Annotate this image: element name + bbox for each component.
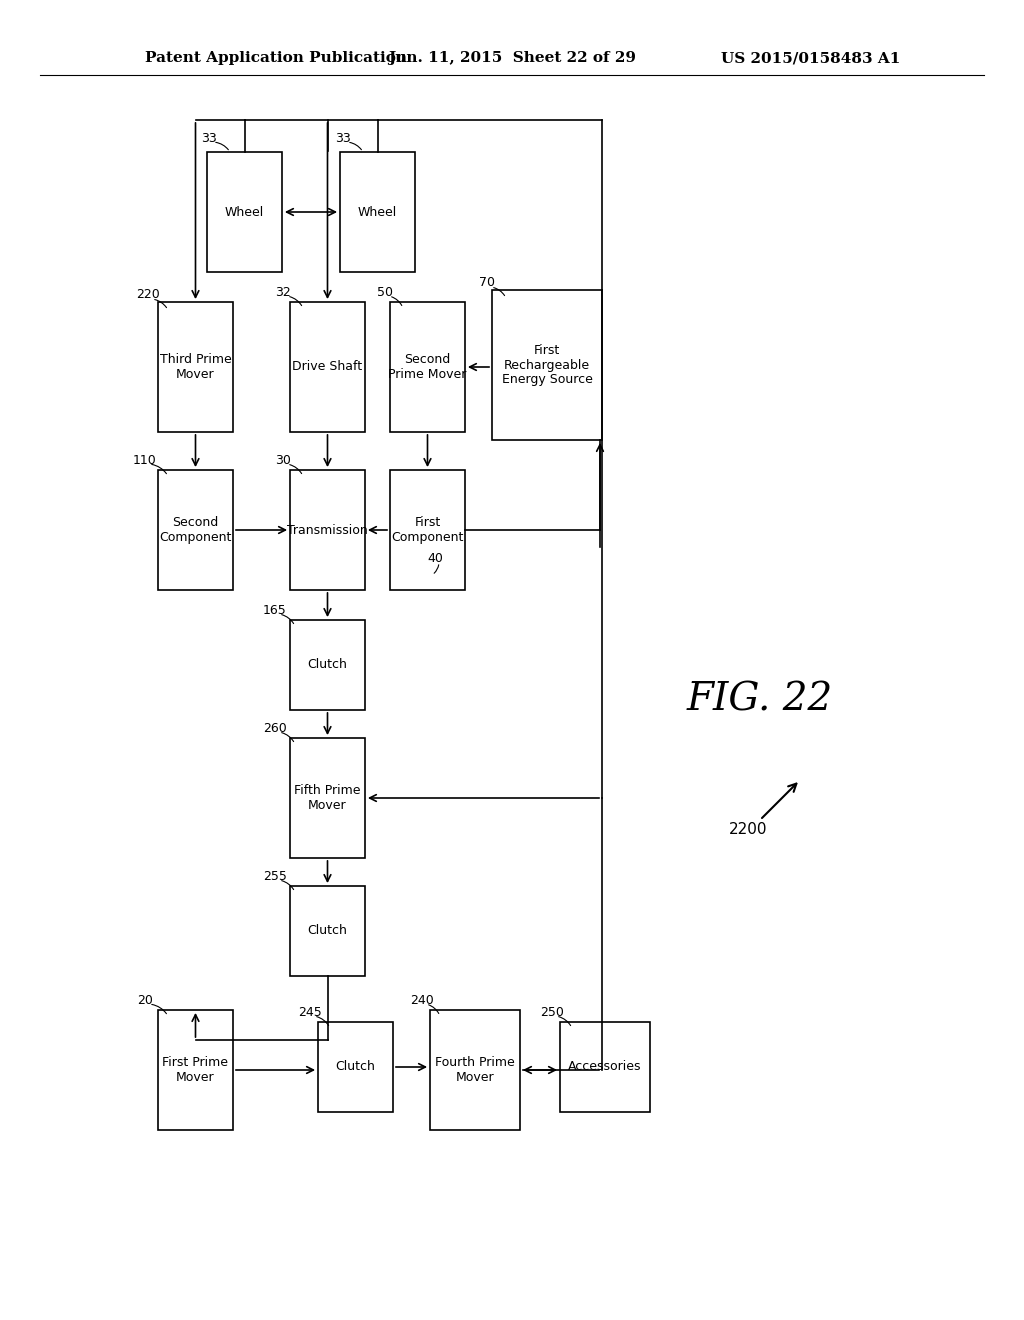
Text: First
Rechargeable
Energy Source: First Rechargeable Energy Source (502, 343, 593, 387)
Text: 240: 240 (411, 994, 434, 1006)
Bar (318, 1022, 393, 1111)
Bar (158, 302, 233, 432)
Text: 260: 260 (263, 722, 287, 734)
Text: Accessories: Accessories (568, 1060, 642, 1073)
Bar (430, 1010, 520, 1130)
Text: 250: 250 (540, 1006, 564, 1019)
Text: 110: 110 (133, 454, 157, 466)
Text: Jun. 11, 2015  Sheet 22 of 29: Jun. 11, 2015 Sheet 22 of 29 (388, 51, 636, 65)
Text: 50: 50 (377, 285, 393, 298)
Bar (290, 620, 365, 710)
Text: 2200: 2200 (729, 822, 767, 837)
Bar (158, 1010, 233, 1130)
Text: 70: 70 (479, 276, 495, 289)
Text: Third Prime
Mover: Third Prime Mover (160, 352, 231, 381)
Bar (492, 290, 602, 440)
Bar (158, 470, 233, 590)
Bar (207, 152, 282, 272)
Bar (290, 302, 365, 432)
Text: 30: 30 (275, 454, 291, 466)
Text: Wheel: Wheel (357, 206, 397, 219)
Text: Fifth Prime
Mover: Fifth Prime Mover (294, 784, 360, 812)
Text: First Prime
Mover: First Prime Mover (163, 1056, 228, 1084)
Text: 20: 20 (137, 994, 153, 1006)
Text: 220: 220 (136, 289, 160, 301)
Text: Wheel: Wheel (225, 206, 264, 219)
Bar (290, 886, 365, 975)
Text: Second
Prime Mover: Second Prime Mover (388, 352, 467, 381)
Text: Clutch: Clutch (307, 659, 347, 672)
Text: 32: 32 (275, 285, 291, 298)
Text: Drive Shaft: Drive Shaft (293, 360, 362, 374)
Text: Clutch: Clutch (336, 1060, 376, 1073)
Bar (390, 302, 465, 432)
Text: 165: 165 (263, 603, 287, 616)
Bar (340, 152, 415, 272)
Text: Second
Component: Second Component (160, 516, 231, 544)
Text: Fourth Prime
Mover: Fourth Prime Mover (435, 1056, 515, 1084)
Text: 33: 33 (335, 132, 351, 144)
Text: Clutch: Clutch (307, 924, 347, 937)
Text: Transmission: Transmission (287, 524, 368, 536)
Text: Patent Application Publication: Patent Application Publication (145, 51, 407, 65)
Text: 40: 40 (427, 552, 443, 565)
Text: US 2015/0158483 A1: US 2015/0158483 A1 (721, 51, 900, 65)
Text: 255: 255 (263, 870, 287, 883)
Bar (560, 1022, 650, 1111)
Text: FIG. 22: FIG. 22 (687, 681, 834, 718)
Bar (390, 470, 465, 590)
Text: 33: 33 (201, 132, 217, 144)
Bar (290, 470, 365, 590)
Bar (290, 738, 365, 858)
Text: 245: 245 (298, 1006, 322, 1019)
Text: First
Component: First Component (391, 516, 464, 544)
